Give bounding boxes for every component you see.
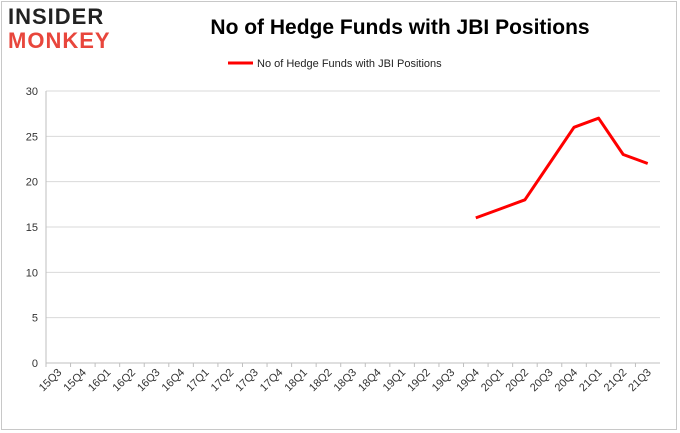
x-tick-label-21Q2: 21Q2 [602,367,630,395]
x-tick-label-16Q1: 16Q1 [86,367,114,395]
legend: No of Hedge Funds with JBI Positions [228,58,442,70]
x-tick-label-21Q1: 21Q1 [577,367,605,395]
x-tick-label-17Q4: 17Q4 [258,367,286,395]
series-group [475,116,649,220]
x-tick-label-17Q2: 17Q2 [209,367,237,395]
y-tick-label-5: 5 [32,313,38,325]
x-axis-ticks: 15Q315Q416Q116Q216Q316Q417Q117Q217Q317Q4… [37,363,654,394]
x-tick-label-19Q1: 19Q1 [381,367,409,395]
series-line-0 [475,116,649,220]
x-tick-label-21Q3: 21Q3 [626,367,654,395]
x-tick-label-18Q3: 18Q3 [332,367,360,395]
y-tick-label-10: 10 [26,267,38,279]
x-tick-label-17Q1: 17Q1 [184,367,212,395]
logo-line-1: INSIDER [8,4,105,29]
y-tick-label-15: 15 [26,222,38,234]
axes [45,91,660,364]
legend-label: No of Hedge Funds with JBI Positions [257,58,442,70]
chart-title: No of Hedge Funds with JBI Positions [210,16,590,39]
y-tick-label-20: 20 [26,177,38,189]
y-tick-label-0: 0 [32,358,38,370]
x-tick-label-18Q4: 18Q4 [356,367,384,395]
y-tick-label-25: 25 [26,131,38,143]
x-tick-label-18Q1: 18Q1 [282,367,310,395]
grid-lines [46,90,660,364]
y-tick-label-30: 30 [26,86,38,98]
x-tick-label-20Q3: 20Q3 [528,367,556,395]
x-tick-label-15Q3: 15Q3 [37,367,65,395]
x-tick-label-16Q4: 16Q4 [160,367,188,395]
x-tick-label-16Q2: 16Q2 [111,367,139,395]
x-tick-label-19Q2: 19Q2 [405,367,433,395]
x-tick-label-16Q3: 16Q3 [135,367,163,395]
x-tick-label-20Q1: 20Q1 [479,367,507,395]
x-tick-label-20Q4: 20Q4 [553,367,581,395]
insider-monkey-logo: INSIDER MONKEY [8,6,111,52]
x-tick-label-19Q3: 19Q3 [430,367,458,395]
x-tick-label-20Q2: 20Q2 [504,367,532,395]
x-tick-label-15Q4: 15Q4 [61,367,89,395]
x-tick-label-17Q3: 17Q3 [233,367,261,395]
logo-line-2: MONKEY [8,28,111,53]
y-axis-ticks: 0 5 10 15 20 25 30 [26,86,38,370]
x-tick-label-19Q4: 19Q4 [454,367,482,395]
x-tick-label-18Q2: 18Q2 [307,367,335,395]
